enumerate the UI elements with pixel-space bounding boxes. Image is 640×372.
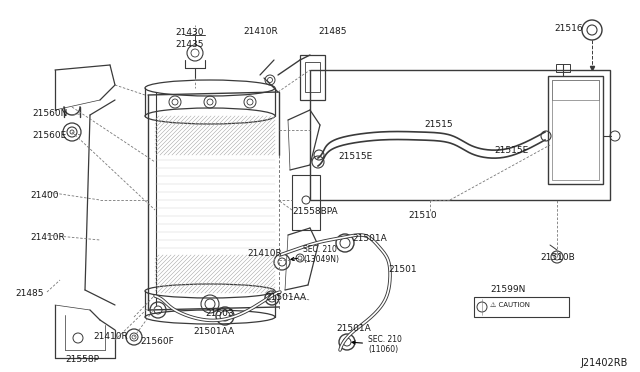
Bar: [292, 175, 320, 230]
Text: 21560N: 21560N: [32, 109, 67, 118]
Ellipse shape: [145, 310, 275, 324]
Bar: [310, 70, 610, 200]
Text: SEC. 210
(13049N): SEC. 210 (13049N): [291, 245, 339, 264]
Text: 21515E: 21515E: [494, 146, 528, 155]
Bar: [300, 55, 325, 100]
Text: 21560E: 21560E: [32, 131, 67, 140]
Text: 21430: 21430: [175, 28, 204, 37]
Text: 21501AA: 21501AA: [193, 327, 234, 336]
Text: 21501AA: 21501AA: [265, 293, 306, 302]
Bar: [305, 62, 320, 92]
Text: SEC. 210
(11060): SEC. 210 (11060): [352, 335, 402, 355]
Text: 21410R: 21410R: [30, 233, 65, 242]
Text: 21501: 21501: [388, 265, 417, 274]
Bar: [474, 297, 569, 317]
Text: 21485: 21485: [15, 289, 44, 298]
Ellipse shape: [145, 108, 275, 124]
Text: 21515E: 21515E: [338, 152, 372, 161]
Text: 21501A: 21501A: [336, 324, 371, 333]
Bar: [556, 64, 570, 72]
Text: 21503: 21503: [205, 309, 234, 318]
Text: 21558BPA: 21558BPA: [292, 207, 338, 216]
Text: 21410R: 21410R: [243, 27, 278, 36]
Text: 21560F: 21560F: [140, 337, 173, 346]
Text: 21400: 21400: [30, 191, 58, 200]
Text: 21501A: 21501A: [352, 234, 387, 243]
Text: 21510: 21510: [408, 211, 436, 220]
Text: 21410R: 21410R: [93, 332, 128, 341]
Text: 21485: 21485: [318, 27, 346, 36]
Text: 21558P: 21558P: [65, 355, 99, 364]
Text: 21510B: 21510B: [540, 253, 575, 262]
Text: 21599N: 21599N: [490, 285, 525, 294]
Text: 21410R: 21410R: [247, 249, 282, 258]
Bar: [548, 76, 603, 184]
Text: 21435: 21435: [175, 40, 204, 49]
Text: ⚠ CAUTION: ⚠ CAUTION: [490, 302, 530, 308]
Text: J21402RB: J21402RB: [580, 358, 627, 368]
Bar: [552, 80, 599, 100]
Bar: [552, 80, 599, 180]
Text: 21515: 21515: [424, 120, 452, 129]
Text: 21516: 21516: [554, 24, 582, 33]
